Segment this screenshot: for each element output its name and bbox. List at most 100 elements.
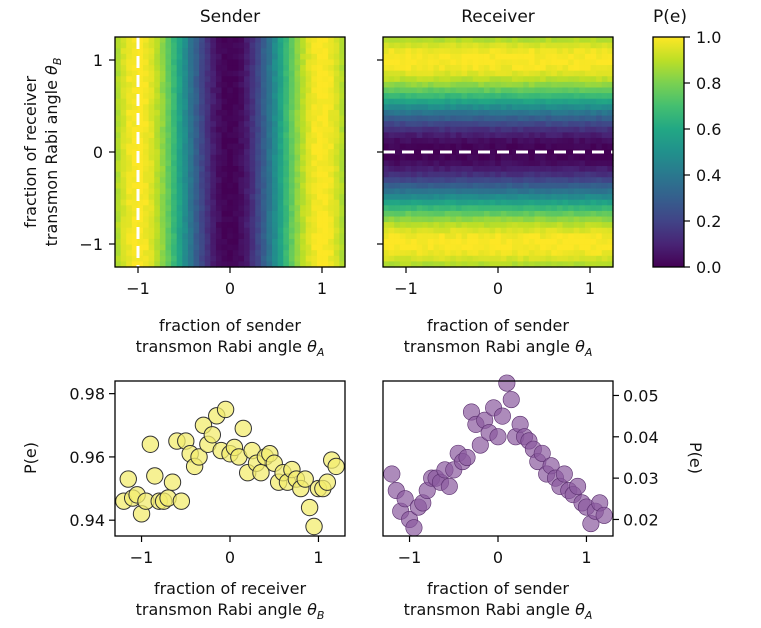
heatmap-cell: [193, 250, 200, 257]
heatmap-cell: [568, 171, 575, 178]
heatmap-cell: [227, 233, 234, 240]
heatmap-cell: [450, 37, 457, 44]
heatmap-cell: [388, 233, 395, 240]
heatmap-cell: [255, 160, 262, 167]
heatmap-cell: [328, 154, 335, 162]
heatmap-cell: [444, 199, 451, 206]
heatmap-cell: [433, 216, 440, 223]
heatmap-cell: [596, 227, 603, 234]
heatmap-cell: [232, 210, 240, 218]
heatmap-cell: [483, 65, 491, 72]
heatmap-cell: [115, 121, 122, 128]
heatmap-cell: [528, 171, 536, 178]
heatmap-cell: [176, 227, 183, 234]
heatmap-cell: [283, 182, 290, 190]
heatmap-cell: [483, 222, 491, 229]
heatmap-cell: [607, 104, 614, 111]
heatmap-cell: [305, 210, 312, 218]
heatmap-cell: [159, 244, 167, 251]
heatmap-cell: [540, 143, 547, 150]
heatmap-cell: [272, 143, 279, 150]
heatmap-cell: [244, 171, 251, 178]
heatmap-cell: [187, 160, 195, 167]
heatmap-cell: [461, 104, 468, 111]
heatmap-cell: [433, 109, 440, 117]
heatmap-cell: [288, 244, 296, 251]
heatmap-cell: [523, 65, 530, 72]
heatmap-cell: [300, 109, 307, 117]
heatmap-cell: [187, 76, 195, 83]
heatmap-cell: [182, 194, 189, 201]
heatmap-cell: [405, 261, 412, 268]
heatmap-cell: [244, 48, 251, 55]
heatmap-cell: [573, 53, 580, 61]
heatmap-cell: [411, 53, 418, 61]
heatmap-cell: [411, 59, 418, 66]
heatmap-cell: [221, 255, 228, 262]
heatmap-cell: [143, 154, 150, 162]
heatmap-cell: [115, 188, 122, 195]
heatmap-cell: [478, 205, 485, 212]
heatmap-cell: [528, 154, 536, 162]
heatmap-cell: [388, 121, 395, 128]
heatmap-cell: [573, 244, 580, 251]
heatmap-cell: [416, 238, 423, 246]
heatmap-cell: [405, 132, 412, 139]
heatmap-cell: [131, 59, 139, 66]
heatmap-cell: [596, 93, 603, 100]
heatmap-cell: [590, 238, 597, 246]
heatmap-cell: [300, 216, 307, 223]
heatmap-cell: [255, 81, 262, 89]
heatmap-cell: [333, 126, 340, 133]
heatmap-cell: [260, 182, 268, 190]
heatmap-cell: [427, 81, 435, 89]
heatmap-cell: [528, 104, 536, 111]
heatmap-cell: [399, 121, 407, 128]
heatmap-cell: [495, 166, 502, 173]
heatmap-cell: [305, 199, 312, 206]
heatmap-cell: [461, 48, 468, 55]
heatmap-cell: [232, 98, 240, 105]
heatmap-cell: [483, 48, 491, 55]
heatmap-cell: [316, 53, 324, 61]
heatmap-cell: [411, 199, 418, 206]
heatmap-cell: [534, 37, 541, 44]
heatmap-cell: [489, 53, 496, 61]
heatmap-cell: [523, 171, 530, 178]
heatmap-cell: [255, 149, 262, 156]
heatmap-cell: [545, 166, 552, 173]
heatmap-cell: [388, 199, 395, 206]
heatmap-cell: [333, 182, 340, 190]
heatmap-cell: [204, 65, 211, 72]
heatmap-cell: [159, 227, 167, 234]
heatmap-cell: [556, 132, 564, 139]
heatmap-cell: [478, 76, 485, 83]
heatmap-cell: [283, 233, 290, 240]
heatmap-cell: [394, 59, 401, 66]
scatter-point: [163, 473, 182, 491]
heatmap-cell: [288, 216, 296, 223]
heatmap-cell: [277, 171, 284, 178]
heatmap-cell: [238, 160, 245, 167]
heatmap-cell: [383, 137, 390, 145]
heatmap-cell: [176, 81, 183, 89]
heatmap-cell: [260, 137, 268, 145]
heatmap-cell: [333, 199, 340, 206]
heatmap-cell: [405, 87, 412, 94]
heatmap-cell: [187, 171, 195, 178]
heatmap-cell: [523, 216, 530, 223]
heatmap-cell: [300, 182, 307, 190]
heatmap-cell: [221, 205, 228, 212]
heatmap-cell: [154, 104, 161, 111]
heatmap-cell: [512, 238, 519, 246]
heatmap-cell: [512, 244, 519, 251]
heatmap-cell: [472, 121, 479, 128]
heatmap-cell: [455, 65, 463, 72]
heatmap-cell: [394, 261, 401, 268]
heatmap-cell: [551, 227, 558, 234]
heatmap-cell: [427, 199, 435, 206]
heatmap-cell: [210, 205, 217, 212]
heatmap-cell: [478, 126, 485, 133]
heatmap-cell: [288, 81, 296, 89]
heatmap-cell: [255, 98, 262, 105]
